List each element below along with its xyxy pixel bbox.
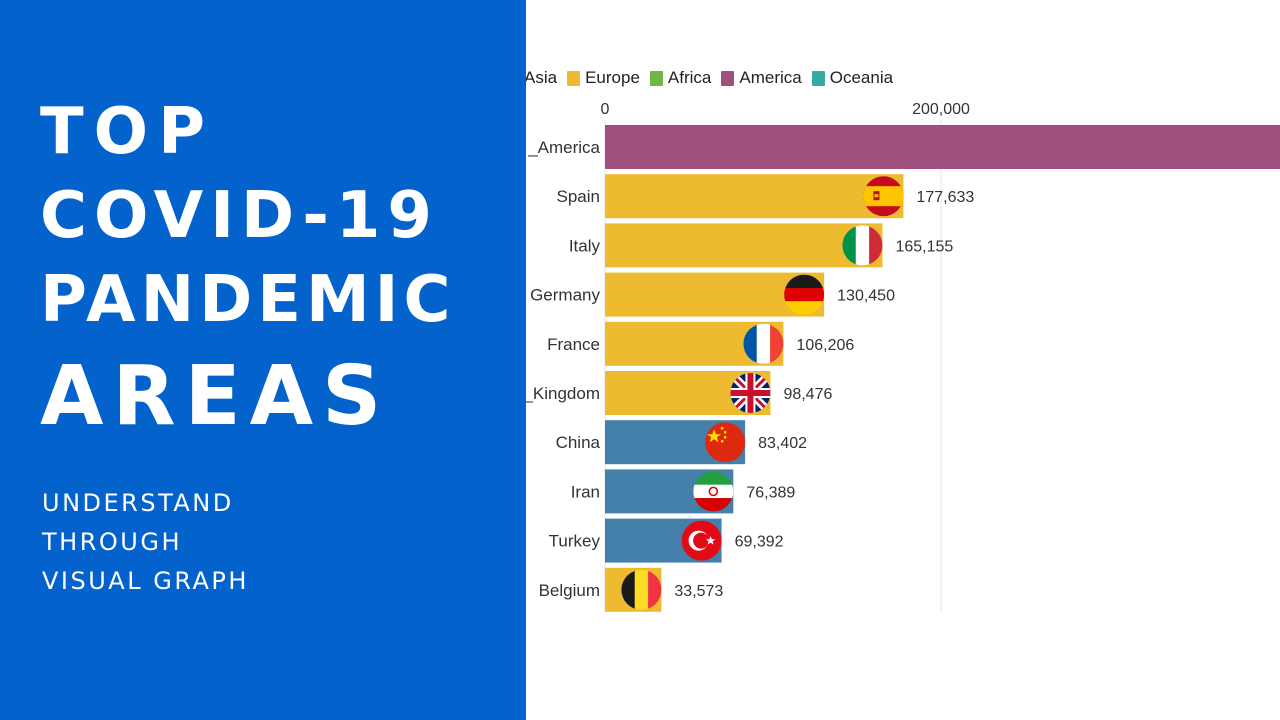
category-label: _America xyxy=(527,138,600,157)
category-label: Spain xyxy=(557,187,600,206)
spain-flag-icon xyxy=(863,176,904,217)
category-label: China xyxy=(556,433,601,452)
title-panel: TOP COVID-19 PANDEMIC AREAS UNDERSTAND T… xyxy=(0,0,526,720)
chart-legend: Asia Europe Africa America Oceania xyxy=(526,68,903,88)
legend-label: Oceania xyxy=(829,68,894,87)
value-label: 83,402 xyxy=(758,435,807,452)
category-label: Italy xyxy=(569,236,601,255)
china-flag-icon xyxy=(705,422,746,463)
value-label: 33,573 xyxy=(674,583,723,600)
germany-flag-icon xyxy=(784,274,825,315)
value-label: 69,392 xyxy=(735,534,784,551)
bar-spain xyxy=(605,174,904,219)
legend-item-oceania: Oceania xyxy=(811,68,894,88)
uk-flag-icon xyxy=(730,373,771,413)
value-label: 106,206 xyxy=(796,337,854,354)
iran-flag-icon xyxy=(693,471,734,512)
subtitle-line-2: THROUGH xyxy=(42,528,182,556)
value-label: 130,450 xyxy=(837,288,895,305)
bar-america xyxy=(605,125,1280,169)
title-line-4: AREAS xyxy=(40,349,391,444)
x-tick-label: 0 xyxy=(601,101,610,118)
subtitle-line-3: VISUAL GRAPH xyxy=(42,567,249,595)
title-line-1: TOP xyxy=(40,95,215,169)
belgium-flag-icon xyxy=(621,569,662,610)
legend-swatch xyxy=(811,70,825,86)
category-label: Belgium xyxy=(539,581,600,600)
value-label: 165,155 xyxy=(895,238,953,255)
category-label: _Kingdom xyxy=(526,384,600,403)
legend-item-america: America xyxy=(721,68,802,88)
category-label: France xyxy=(547,335,600,354)
legend-item-asia: Asia xyxy=(526,68,557,88)
chart-canvas: 0200,000_America639,664Spain177,633Italy… xyxy=(526,101,1280,612)
italy-flag-icon xyxy=(842,225,883,266)
turkey-flag-icon xyxy=(681,520,722,561)
title-line-2: COVID-19 xyxy=(40,179,439,253)
legend-swatch xyxy=(567,70,581,86)
value-label: 177,633 xyxy=(916,189,974,206)
value-label: 76,389 xyxy=(746,484,795,501)
category-label: Turkey xyxy=(549,532,601,551)
bar-chart: Asia Europe Africa America Oceania 0 200,000 _… xyxy=(526,0,1280,720)
legend-swatch xyxy=(721,70,735,86)
legend-item-europe: Europe xyxy=(567,68,640,88)
legend-label: Asia xyxy=(526,68,558,87)
title-line-3: PANDEMIC xyxy=(40,263,456,337)
france-flag-icon xyxy=(743,323,784,364)
x-tick-label: 200,000 xyxy=(912,101,970,118)
category-label: Iran xyxy=(571,482,600,501)
bar-italy xyxy=(605,223,883,268)
legend-label: Europe xyxy=(585,68,640,87)
legend-label: America xyxy=(739,68,802,87)
legend-label: Africa xyxy=(667,68,712,87)
legend-swatch xyxy=(649,70,663,86)
category-label: Germany xyxy=(530,286,600,305)
value-label: 98,476 xyxy=(783,386,832,403)
legend-item-africa: Africa xyxy=(649,68,712,88)
subtitle-line-1: UNDERSTAND xyxy=(42,489,234,517)
